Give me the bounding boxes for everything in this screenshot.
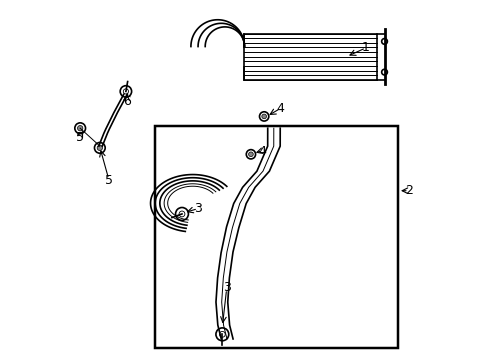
Circle shape: [259, 112, 268, 121]
Text: 6: 6: [122, 95, 130, 108]
Text: 5: 5: [76, 131, 84, 144]
Text: 3: 3: [194, 202, 202, 215]
Circle shape: [261, 114, 266, 119]
Text: 2: 2: [404, 184, 412, 197]
Circle shape: [246, 150, 255, 159]
Text: 1: 1: [361, 41, 369, 54]
Bar: [244, 33, 376, 80]
Circle shape: [248, 152, 253, 157]
Text: 5: 5: [104, 174, 113, 186]
Circle shape: [77, 126, 82, 131]
Text: 4: 4: [276, 102, 284, 115]
Bar: [155, 126, 397, 348]
Circle shape: [97, 145, 102, 150]
Circle shape: [75, 123, 85, 134]
Text: 3: 3: [222, 281, 230, 294]
Text: 4: 4: [258, 145, 266, 158]
Circle shape: [94, 143, 105, 153]
